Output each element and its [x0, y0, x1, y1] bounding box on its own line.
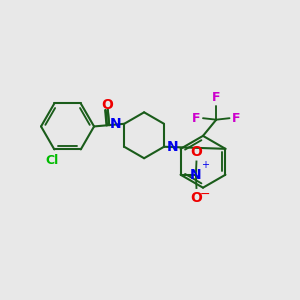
Text: −: − — [200, 188, 211, 201]
Text: +: + — [201, 160, 209, 170]
Text: F: F — [232, 112, 240, 125]
Text: N: N — [190, 168, 202, 182]
Text: O: O — [190, 191, 202, 205]
Text: O: O — [101, 98, 113, 112]
Text: F: F — [212, 91, 220, 104]
Text: O: O — [190, 145, 202, 158]
Text: N: N — [167, 140, 178, 154]
Text: Cl: Cl — [45, 154, 58, 167]
Text: F: F — [192, 112, 201, 125]
Text: N: N — [110, 117, 122, 131]
